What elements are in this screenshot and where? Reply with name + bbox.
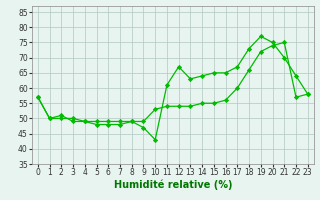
X-axis label: Humidité relative (%): Humidité relative (%): [114, 180, 232, 190]
